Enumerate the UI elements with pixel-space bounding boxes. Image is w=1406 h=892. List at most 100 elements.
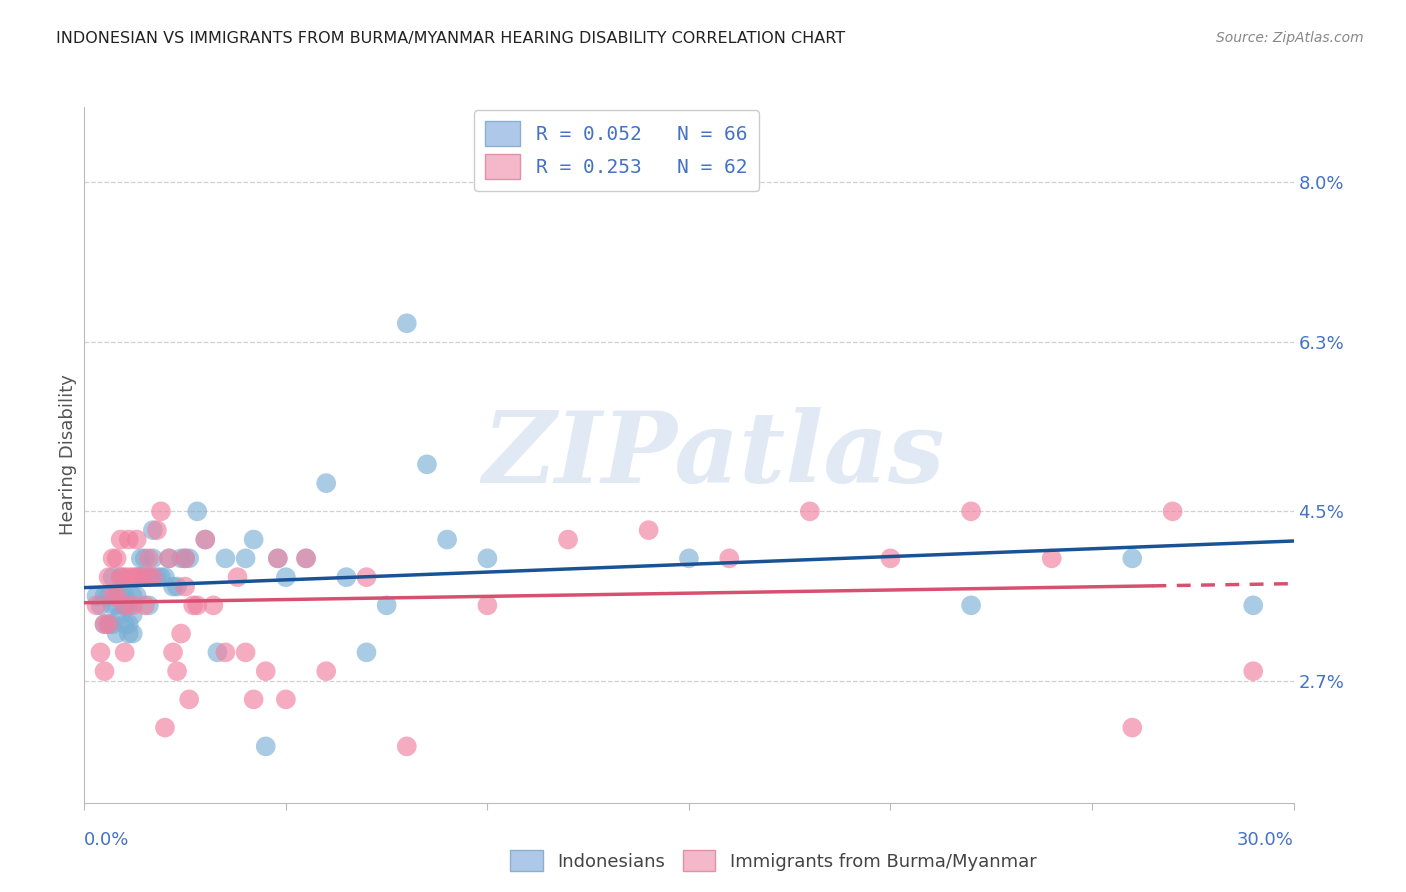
Point xyxy=(105,626,128,640)
Point xyxy=(162,645,184,659)
Point xyxy=(267,551,290,566)
Point xyxy=(1241,599,1264,613)
Point xyxy=(295,551,318,566)
Point xyxy=(179,551,201,566)
Point xyxy=(118,570,141,584)
Point xyxy=(110,533,132,547)
Point xyxy=(93,617,115,632)
Point xyxy=(960,504,983,518)
Point xyxy=(101,617,124,632)
Point xyxy=(295,551,318,566)
Point xyxy=(436,533,458,547)
Point xyxy=(118,533,141,547)
Point xyxy=(235,645,257,659)
Text: Source: ZipAtlas.com: Source: ZipAtlas.com xyxy=(1216,31,1364,45)
Point xyxy=(97,617,120,632)
Point xyxy=(118,617,141,632)
Point xyxy=(121,570,143,584)
Point xyxy=(315,664,337,678)
Point xyxy=(129,551,152,566)
Point xyxy=(101,551,124,566)
Point xyxy=(93,589,115,603)
Point xyxy=(114,599,136,613)
Point xyxy=(105,599,128,613)
Y-axis label: Hearing Disability: Hearing Disability xyxy=(59,375,77,535)
Text: 30.0%: 30.0% xyxy=(1237,830,1294,848)
Point xyxy=(166,580,188,594)
Point xyxy=(110,589,132,603)
Point xyxy=(162,580,184,594)
Point xyxy=(170,626,193,640)
Point xyxy=(97,570,120,584)
Point xyxy=(207,645,229,659)
Point xyxy=(879,551,901,566)
Point xyxy=(86,599,108,613)
Point xyxy=(557,533,579,547)
Text: ZIPatlas: ZIPatlas xyxy=(482,407,945,503)
Point xyxy=(1161,504,1184,518)
Point xyxy=(149,504,172,518)
Point xyxy=(121,607,143,622)
Point xyxy=(356,645,378,659)
Point xyxy=(93,617,115,632)
Point xyxy=(142,523,165,537)
Point xyxy=(110,607,132,622)
Point xyxy=(93,664,115,678)
Point xyxy=(118,626,141,640)
Point xyxy=(214,645,236,659)
Point xyxy=(242,692,264,706)
Point xyxy=(194,533,217,547)
Point xyxy=(678,551,700,566)
Point xyxy=(375,599,398,613)
Point xyxy=(114,570,136,584)
Point xyxy=(170,551,193,566)
Point xyxy=(186,599,208,613)
Point xyxy=(134,551,156,566)
Point xyxy=(235,551,257,566)
Point xyxy=(110,570,132,584)
Point xyxy=(477,599,499,613)
Text: 0.0%: 0.0% xyxy=(84,830,129,848)
Point xyxy=(267,551,290,566)
Point xyxy=(153,721,176,735)
Point xyxy=(477,551,499,566)
Point xyxy=(86,589,108,603)
Point xyxy=(157,551,180,566)
Point xyxy=(129,570,152,584)
Point xyxy=(335,570,357,584)
Point xyxy=(121,589,143,603)
Point xyxy=(114,599,136,613)
Point xyxy=(97,617,120,632)
Point xyxy=(214,551,236,566)
Point xyxy=(110,570,132,584)
Point xyxy=(157,551,180,566)
Point xyxy=(125,570,148,584)
Point xyxy=(242,533,264,547)
Point xyxy=(174,551,197,566)
Point xyxy=(114,645,136,659)
Point xyxy=(125,533,148,547)
Point xyxy=(114,599,136,613)
Point xyxy=(105,589,128,603)
Point xyxy=(254,664,277,678)
Point xyxy=(194,533,217,547)
Point xyxy=(149,570,172,584)
Point xyxy=(134,599,156,613)
Point xyxy=(416,458,439,472)
Point xyxy=(125,589,148,603)
Point xyxy=(114,617,136,632)
Point xyxy=(356,570,378,584)
Point xyxy=(114,589,136,603)
Point xyxy=(129,570,152,584)
Point xyxy=(121,599,143,613)
Point xyxy=(134,570,156,584)
Legend: R = 0.052   N = 66, R = 0.253   N = 62: R = 0.052 N = 66, R = 0.253 N = 62 xyxy=(474,110,759,191)
Point xyxy=(637,523,659,537)
Point xyxy=(97,589,120,603)
Point xyxy=(142,551,165,566)
Point xyxy=(960,599,983,613)
Point xyxy=(138,570,160,584)
Point xyxy=(174,580,197,594)
Point xyxy=(101,599,124,613)
Point xyxy=(274,570,297,584)
